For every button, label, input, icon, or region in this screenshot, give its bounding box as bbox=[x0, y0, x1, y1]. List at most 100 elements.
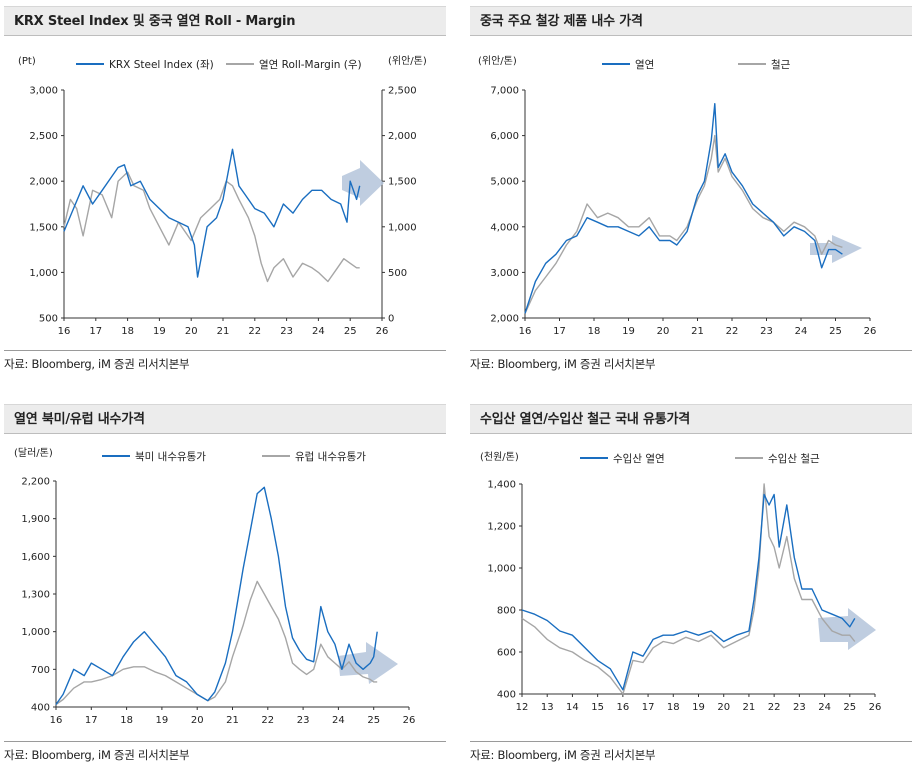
y-axis-unit-right: (위안/톤) bbox=[388, 54, 427, 67]
x-tick-label: 20 bbox=[657, 326, 670, 337]
x-tick-label: 25 bbox=[344, 326, 357, 337]
x-tick-label: 21 bbox=[743, 702, 756, 713]
series-line-2 bbox=[524, 134, 843, 314]
y-tick-label: 1,900 bbox=[21, 514, 50, 525]
y-tick-label: 1,000 bbox=[21, 627, 50, 638]
chart-title: 수입산 열연/수입산 철근 국내 유통가격 bbox=[470, 404, 912, 434]
y-tick-label-right: 2,500 bbox=[388, 86, 417, 97]
x-tick-label: 24 bbox=[332, 715, 345, 726]
y-tick-label: 1,000 bbox=[487, 564, 516, 575]
y-tick-label-right: 2,000 bbox=[388, 131, 417, 142]
x-tick-label: 18 bbox=[588, 326, 601, 337]
x-tick-label: 26 bbox=[403, 715, 416, 726]
series-line-2 bbox=[521, 483, 856, 695]
y-tick-label: 2,500 bbox=[29, 131, 58, 142]
x-tick-label: 22 bbox=[248, 326, 261, 337]
y-tick-label: 1,300 bbox=[21, 590, 50, 601]
x-tick-label: 24 bbox=[818, 702, 831, 713]
x-tick-label: 18 bbox=[667, 702, 680, 713]
x-tick-label: 14 bbox=[566, 702, 579, 713]
y-axis-unit-left: (달러/톤) bbox=[14, 447, 53, 459]
x-tick-label: 25 bbox=[367, 715, 380, 726]
y-tick-label: 5,000 bbox=[490, 177, 519, 188]
x-tick-label: 20 bbox=[717, 702, 730, 713]
series-line-1 bbox=[63, 148, 361, 278]
legend-label: 열연 Roll-Margin (우) bbox=[259, 59, 362, 71]
legend-label: 수입산 열연 bbox=[613, 452, 665, 465]
y-axis-unit-left: (천원/톤) bbox=[480, 451, 519, 463]
x-tick-label: 17 bbox=[553, 326, 566, 337]
x-tick-label: 17 bbox=[85, 715, 98, 726]
y-tick-label: 1,200 bbox=[487, 522, 516, 533]
x-tick-label: 20 bbox=[185, 326, 198, 337]
x-tick-label: 24 bbox=[312, 326, 325, 337]
y-tick-label: 800 bbox=[497, 606, 516, 617]
y-tick-label: 500 bbox=[39, 314, 58, 325]
y-tick-label-right: 0 bbox=[388, 314, 394, 325]
trend-arrow bbox=[810, 235, 862, 263]
x-tick-label: 24 bbox=[795, 326, 808, 337]
y-tick-label: 1,600 bbox=[21, 552, 50, 563]
y-tick-label: 400 bbox=[497, 690, 516, 701]
trend-arrow bbox=[338, 642, 398, 684]
chart-panel-2: 중국 주요 철강 제품 내수 가격 (위안/톤) 7,000 6,000 5,000 4… bbox=[470, 0, 912, 386]
x-tick-label: 19 bbox=[153, 326, 166, 337]
y-tick-label: 1,000 bbox=[29, 268, 58, 279]
x-tick-label: 22 bbox=[726, 326, 739, 337]
y-tick-label: 400 bbox=[31, 703, 50, 714]
y-tick-label: 1,500 bbox=[29, 222, 58, 233]
chart-panel-3: 열연 북미/유럽 내수가격 (달러/톤) 2,200 1,900 1,600 1,300… bbox=[4, 398, 446, 784]
x-tick-label: 17 bbox=[642, 702, 655, 713]
y-tick-label: 2,200 bbox=[21, 477, 50, 488]
x-tick-label: 16 bbox=[519, 326, 532, 337]
y-tick-label-right: 1,000 bbox=[388, 222, 417, 233]
series-line-1 bbox=[524, 102, 843, 314]
x-tick-label: 22 bbox=[768, 702, 781, 713]
legend-label: 열연 bbox=[635, 59, 654, 71]
y-tick-label-right: 1,500 bbox=[388, 177, 417, 188]
x-tick-label: 26 bbox=[864, 326, 877, 337]
trend-arrow bbox=[818, 608, 876, 650]
x-tick-label: 23 bbox=[280, 326, 293, 337]
y-tick-label: 1,400 bbox=[487, 480, 516, 491]
y-tick-label-right: 500 bbox=[388, 268, 407, 279]
x-tick-label: 21 bbox=[226, 715, 239, 726]
x-tick-label: 17 bbox=[89, 326, 102, 337]
chart-plot: (Pt) (위안/톤) 3,000 2,500 2,000 1,500 1,000 500 2,… bbox=[18, 54, 427, 337]
x-tick-label: 15 bbox=[591, 702, 604, 713]
trend-arrow bbox=[342, 160, 384, 206]
chart-title: KRX Steel Index 및 중국 열연 Roll - Margin bbox=[4, 6, 446, 36]
x-tick-label: 20 bbox=[191, 715, 204, 726]
y-tick-label: 7,000 bbox=[490, 86, 519, 97]
chart-panel-1: KRX Steel Index 및 중국 열연 Roll - Margin (P… bbox=[4, 0, 446, 386]
series-line-2 bbox=[63, 171, 360, 283]
x-tick-label: 16 bbox=[58, 326, 71, 337]
x-tick-label: 16 bbox=[616, 702, 629, 713]
y-axis-unit-left: (Pt) bbox=[18, 56, 36, 67]
x-tick-label: 19 bbox=[692, 702, 705, 713]
legend-label: 북미 내수유통가 bbox=[135, 451, 206, 463]
x-tick-label: 13 bbox=[541, 702, 554, 713]
series-line-2 bbox=[55, 580, 378, 706]
chart-title: 열연 북미/유럽 내수가격 bbox=[4, 404, 446, 434]
chart-panel-4: 수입산 열연/수입산 철근 국내 유통가격 (천원/톤) 1,400 1,200 1,… bbox=[470, 398, 912, 784]
legend-label: 수입산 철근 bbox=[768, 452, 820, 465]
x-tick-label: 21 bbox=[691, 326, 704, 337]
legend-label: KRX Steel Index (좌) bbox=[109, 59, 214, 71]
y-tick-label: 4,000 bbox=[490, 222, 519, 233]
x-tick-label: 21 bbox=[217, 326, 230, 337]
source-note: 자료: Bloomberg, iM 증권 리서치본부 bbox=[470, 741, 912, 763]
x-tick-label: 16 bbox=[50, 715, 63, 726]
x-tick-label: 18 bbox=[121, 326, 134, 337]
source-note: 자료: Bloomberg, iM 증권 리서치본부 bbox=[4, 741, 446, 763]
y-tick-label: 3,000 bbox=[490, 268, 519, 279]
x-tick-label: 23 bbox=[297, 715, 310, 726]
x-tick-label: 25 bbox=[829, 326, 842, 337]
source-note: 자료: Bloomberg, iM 증권 리서치본부 bbox=[470, 350, 912, 372]
x-tick-label: 25 bbox=[843, 702, 856, 713]
x-tick-label: 23 bbox=[760, 326, 773, 337]
series-line-1 bbox=[55, 486, 378, 705]
